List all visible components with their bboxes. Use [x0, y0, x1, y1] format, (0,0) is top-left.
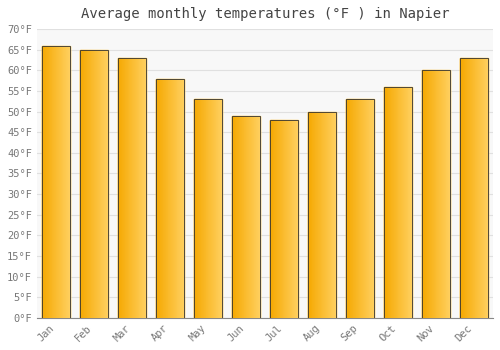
Bar: [384, 87, 412, 318]
Bar: [194, 99, 222, 318]
Bar: [308, 112, 336, 318]
Bar: [232, 116, 260, 318]
Bar: [118, 58, 146, 318]
Bar: [80, 50, 108, 318]
Bar: [460, 58, 488, 318]
Bar: [270, 120, 298, 318]
Bar: [42, 46, 70, 318]
Title: Average monthly temperatures (°F ) in Napier: Average monthly temperatures (°F ) in Na…: [80, 7, 449, 21]
Bar: [422, 70, 450, 318]
Bar: [156, 78, 184, 318]
Bar: [346, 99, 374, 318]
